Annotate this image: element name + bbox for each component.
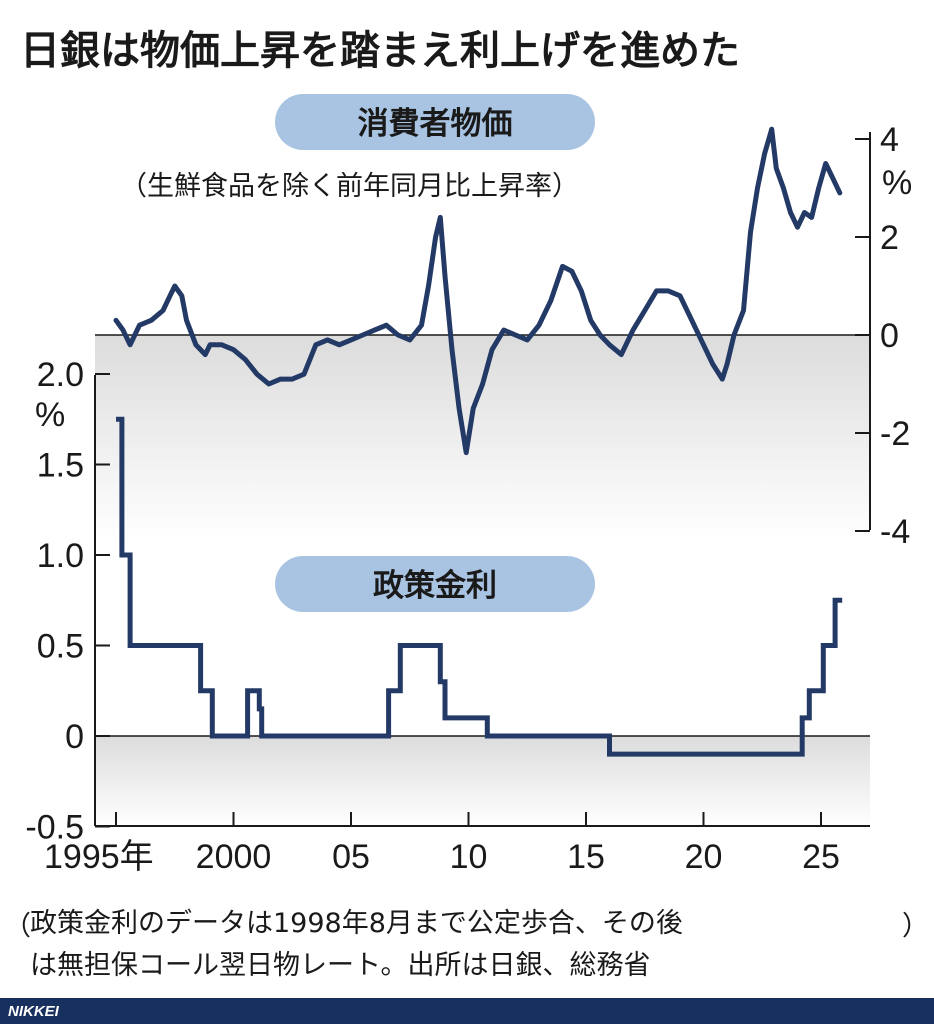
- x-tick-label: 10: [450, 838, 488, 876]
- rate-series-line: [116, 416, 843, 757]
- footnote-line-2: は無担保コール翌日物レート。出所は日銀、総務省: [30, 950, 650, 981]
- footnote-line-1: 政策金利のデータは1998年8月まで公定歩合、その後: [30, 908, 683, 939]
- rate-y-tick-label: 1.0: [37, 537, 84, 575]
- cpi-series-title: 消費者物価: [358, 106, 513, 142]
- cpi-y-tick-label: -4: [880, 513, 910, 551]
- x-tick-label: 1995年: [44, 838, 154, 876]
- brand-logo: NIKKEI: [8, 1003, 60, 1020]
- cpi-y-tick-label: 4: [880, 121, 899, 159]
- x-tick-label: 25: [802, 838, 840, 876]
- note-open-paren: （: [4, 911, 31, 942]
- x-tick-label: 2000: [196, 838, 272, 876]
- cpi-y-tick-label: 2: [880, 219, 899, 257]
- x-tick-label: 20: [685, 838, 723, 876]
- cpi-series-line: [113, 126, 843, 456]
- rate-y-tick-label: 0.5: [37, 628, 84, 666]
- cpi-negative-band: [95, 335, 870, 540]
- cpi-y-tick-label: 0: [880, 317, 899, 355]
- cpi-unit-label: %: [882, 164, 912, 202]
- rate-y-tick-label: 1.5: [37, 447, 84, 485]
- x-tick-label: 05: [332, 838, 370, 876]
- rate-series-title: 政策金利: [373, 568, 497, 604]
- note-close-paren: ）: [902, 911, 929, 942]
- rate-label-pill: [275, 556, 595, 612]
- x-tick-label: 15: [567, 838, 605, 876]
- rate-y-tick-label: -0.5: [25, 809, 84, 847]
- rate-y-tick-label: 2.0: [37, 356, 84, 394]
- brand-bar: [0, 998, 934, 1024]
- cpi-y-tick-label: -2: [880, 415, 910, 453]
- cpi-series-subtitle: （生鮮食品を除く前年同月比上昇率）: [120, 171, 579, 202]
- rate-y-tick-label: 0: [65, 718, 84, 756]
- cpi-label-pill: [275, 94, 595, 150]
- chart-title: 日銀は物価上昇を踏まえ利上げを進めた: [20, 28, 740, 74]
- rate-unit-label: %: [35, 396, 65, 434]
- rate-negative-band: [95, 736, 870, 826]
